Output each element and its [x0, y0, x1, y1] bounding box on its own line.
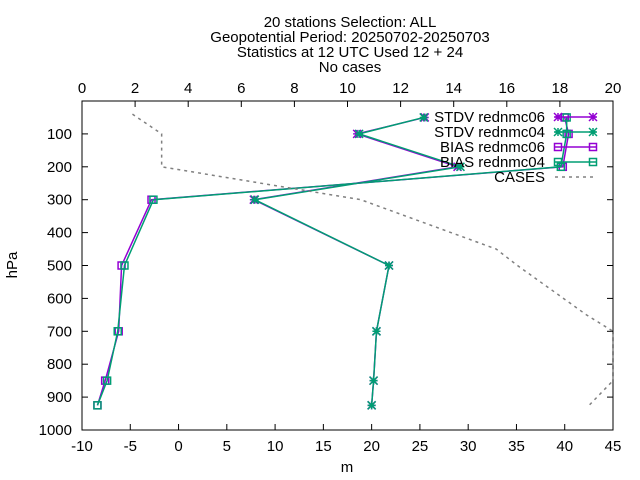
- x2-tick-label: 18: [552, 80, 569, 97]
- title-line-1: 20 stations Selection: ALL: [264, 14, 437, 31]
- data-point-square: [102, 376, 112, 385]
- series-cases: [132, 113, 614, 406]
- x-tick-label: 45: [605, 438, 622, 455]
- data-point-square: [553, 142, 563, 152]
- x2-tick-label: 14: [445, 80, 462, 97]
- legend-label: STDV rednmc04: [434, 124, 545, 141]
- legend-label: CASES: [494, 169, 545, 186]
- data-point-square: [553, 157, 563, 167]
- x-tick-label: -5: [124, 438, 137, 455]
- legend-label: BIAS rednmc06: [440, 139, 545, 156]
- data-point-star: [419, 112, 429, 122]
- y-tick-label: 700: [47, 323, 72, 340]
- x-tick-label: 10: [267, 438, 284, 455]
- y-tick-label: 1000: [39, 422, 72, 439]
- x-tick-label: 35: [508, 438, 525, 455]
- axes: -10 -5 0 5 10 15 20 25 30 35 40 45 0 2 4 6 8 10 12 14 16 18 20…: [39, 80, 622, 455]
- x2-tick-label: 6: [237, 80, 245, 97]
- y-tick-label: 200: [47, 159, 72, 176]
- x2-tick-label: 10: [339, 80, 356, 97]
- series-line: [96, 117, 568, 406]
- x2-tick-label: 20: [605, 80, 622, 97]
- title-line-2: Geopotential Period: 20250702-20250703: [210, 29, 489, 46]
- legend-entry: BIAS rednmc06: [440, 139, 598, 156]
- y-tick-label: 300: [47, 192, 72, 209]
- x2-tick-label: 8: [290, 80, 298, 97]
- legend-entry: STDV rednmc06: [434, 109, 598, 126]
- data-point-star: [354, 129, 364, 139]
- y-tick-label: 800: [47, 356, 72, 373]
- y-tick-label: 100: [47, 126, 72, 143]
- data-point-star: [369, 376, 379, 386]
- data-point-square: [588, 157, 598, 167]
- x2-tick-label: 16: [498, 80, 515, 97]
- data-point-square: [588, 142, 598, 152]
- data-point-star: [588, 127, 598, 137]
- data-point-star: [250, 195, 260, 205]
- x-tick-label: 5: [223, 438, 231, 455]
- x-axis-label: m: [341, 459, 354, 476]
- series-line: [252, 116, 461, 406]
- data-point-square: [113, 327, 122, 336]
- x-tick-label: 15: [315, 438, 332, 455]
- y-tick-label: 500: [47, 258, 72, 275]
- data-point-square: [120, 261, 129, 270]
- data-point-star: [384, 260, 394, 271]
- chart-title: 20 stations Selection: ALL Geopotential …: [210, 14, 489, 76]
- x2-tick-label: 0: [78, 80, 86, 97]
- legend-entry: STDV rednmc04: [434, 124, 598, 141]
- series-stdv-rednmc06: [249, 112, 463, 410]
- legend-entry: CASES: [494, 169, 596, 186]
- series-stdv-rednmc04: [250, 112, 465, 410]
- series-line: [132, 113, 614, 406]
- y-tick-label: 900: [47, 389, 72, 406]
- data-point-square: [93, 401, 102, 410]
- x2-tick-label: 12: [392, 80, 409, 97]
- title-line-3: Statistics at 12 UTC Used 12 + 24: [237, 44, 463, 61]
- x-tick-label: 0: [174, 438, 182, 455]
- data-point-square: [149, 195, 158, 204]
- x-tick-label: 30: [460, 438, 477, 455]
- data-point-star: [553, 127, 563, 137]
- legend-label: BIAS rednmc04: [440, 154, 545, 171]
- x2-tick-label: 4: [184, 80, 192, 97]
- x-tick-label: 40: [556, 438, 573, 455]
- data-point-star: [588, 112, 598, 122]
- title-line-4: No cases: [319, 59, 382, 76]
- x-tick-label: 25: [412, 438, 429, 455]
- y-axis-label: hPa: [4, 251, 21, 278]
- series-line: [251, 116, 458, 406]
- y-tick-label: 400: [47, 225, 72, 242]
- data-point-star: [367, 400, 377, 410]
- x-tick-label: -10: [71, 438, 93, 455]
- data-point-star: [371, 326, 381, 336]
- data-point-square: [562, 129, 571, 139]
- legend-label: STDV rednmc06: [434, 109, 545, 126]
- x-tick-label: 20: [363, 438, 380, 455]
- y-tick-label: 600: [47, 290, 72, 307]
- x2-tick-label: 2: [131, 80, 139, 97]
- data-point-star: [553, 112, 563, 122]
- series-line: [96, 117, 570, 406]
- data-point-star: [455, 162, 465, 172]
- legend-entry: BIAS rednmc04: [440, 154, 598, 171]
